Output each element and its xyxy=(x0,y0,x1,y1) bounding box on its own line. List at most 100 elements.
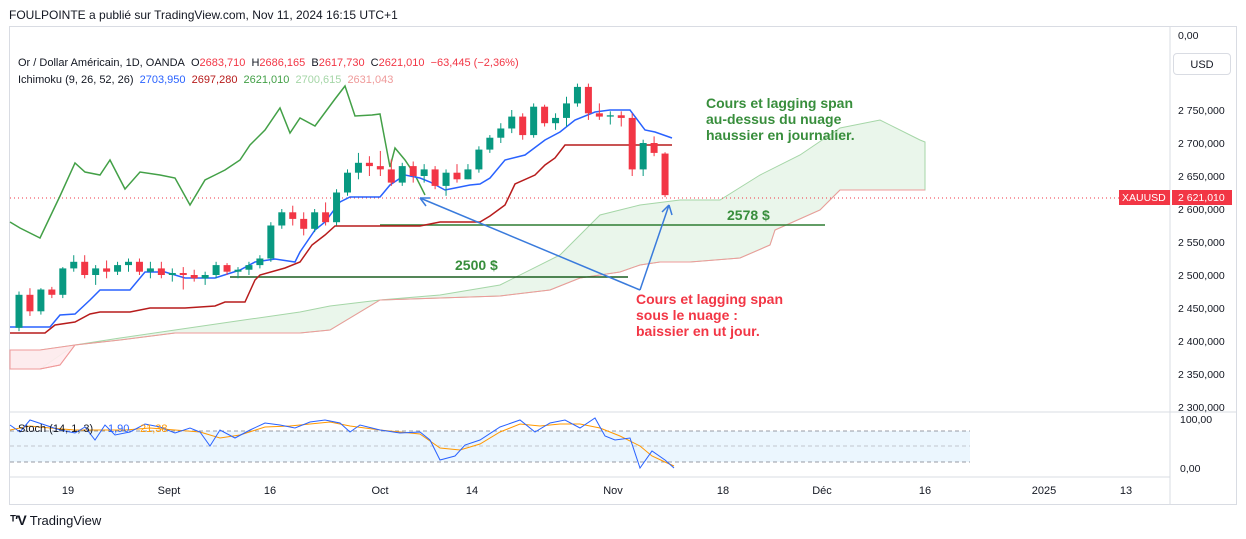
candle-body xyxy=(475,149,483,170)
price-tick-label: 2 550,000 xyxy=(1178,237,1225,249)
price-tick-label: 2 650,000 xyxy=(1178,171,1225,183)
kijun-sen-line xyxy=(10,144,672,334)
candle-body xyxy=(135,261,143,272)
span-b-value: 2631,043 xyxy=(347,74,394,86)
low-number: 2617,730 xyxy=(318,57,365,69)
bear-note-line-1: Cours et lagging span xyxy=(636,291,783,307)
price-tick-label: 2 300,000 xyxy=(1178,402,1225,414)
kumo-bull-cloud xyxy=(9,119,926,370)
candle-body xyxy=(661,153,669,196)
bull-note: Cours et lagging span au-dessus du nuage… xyxy=(706,95,855,143)
time-tick-label: 19 xyxy=(62,485,74,497)
kijun-value: 2697,280 xyxy=(191,74,238,86)
candle-body xyxy=(267,225,275,259)
candle-body xyxy=(420,169,428,176)
top-axis-label: 0,00 xyxy=(1178,30,1199,42)
candle-body xyxy=(15,294,23,328)
candle-body xyxy=(59,268,67,295)
arrow-bull-head xyxy=(661,204,673,216)
candle-body xyxy=(223,265,231,272)
price-tick-label: 2 700,000 xyxy=(1178,138,1225,150)
lagging-value: 2621,010 xyxy=(243,74,290,86)
open-value: O2683,710 xyxy=(191,57,245,69)
candle-body xyxy=(464,169,472,180)
symbol-name[interactable]: Or / Dollar Américain, 1D, OANDA xyxy=(18,57,185,69)
candle-body xyxy=(103,268,111,272)
price-tick-label: 2 500,000 xyxy=(1178,270,1225,282)
candle-body xyxy=(168,273,176,275)
candle-body xyxy=(26,294,34,312)
candle-body xyxy=(245,265,253,270)
time-tick-label: 14 xyxy=(466,485,478,497)
time-tick-label: 16 xyxy=(264,485,276,497)
symbol-legend: Or / Dollar Américain, 1D, OANDA O2683,7… xyxy=(18,57,522,69)
bear-note: Cours et lagging span sous le nuage : ba… xyxy=(636,291,783,339)
tenkan-sen-line xyxy=(10,109,673,328)
candle-body xyxy=(376,166,384,170)
senkou-span-b xyxy=(10,189,925,370)
time-tick-label: 2025 xyxy=(1032,485,1056,497)
candles-group xyxy=(15,83,669,332)
candle-body xyxy=(114,265,122,272)
open-label: O xyxy=(190,57,200,69)
bull-note-line-2: au-dessus du nuage xyxy=(706,111,842,127)
candle-body xyxy=(311,212,319,229)
candle-body xyxy=(234,269,242,272)
ichimoku-label[interactable]: Ichimoku (9, 26, 52, 26) xyxy=(18,74,134,86)
candle-body xyxy=(278,212,286,226)
candle-body xyxy=(431,169,439,186)
change-value: −63,445 (−2,36%) xyxy=(430,57,519,69)
time-axis[interactable]: 19 Sept 16 Oct 14 Nov 18 Déc 16 2025 13 xyxy=(62,485,1132,497)
price-tag: 2 621,010 xyxy=(1178,192,1225,204)
tenkan-value: 2703,950 xyxy=(139,74,186,86)
span-a-value: 2700,615 xyxy=(295,74,342,86)
stoch-panel xyxy=(9,417,970,470)
high-number: 2686,165 xyxy=(259,57,306,69)
candle-body xyxy=(212,265,220,275)
candle-body xyxy=(628,117,636,170)
candle-body xyxy=(146,268,154,272)
arrow-bear-1-head xyxy=(419,197,430,207)
candle-body xyxy=(387,169,395,183)
footer-brand[interactable]: ᵀ′V TradingView xyxy=(10,512,101,528)
price-tick-label: 2 600,000 xyxy=(1178,204,1225,216)
bear-note-line-2: sous le nuage : xyxy=(636,307,738,323)
level-2500-label: 2500 $ xyxy=(455,257,498,273)
candle-body xyxy=(442,172,450,186)
price-axis[interactable]: 2 750,000 2 700,000 2 650,000 2 600,000 2 55… xyxy=(1178,105,1225,414)
ichimoku-legend: Ichimoku (9, 26, 52, 26) 2703,950 2697,2… xyxy=(18,74,396,86)
arrow-bull xyxy=(639,204,670,291)
high-label: H xyxy=(251,57,260,69)
stoch-label[interactable]: Stoch (14, 1, 3) xyxy=(18,423,93,435)
candle-body xyxy=(650,143,658,153)
candle-body xyxy=(409,166,417,176)
candle-body xyxy=(125,261,132,266)
candle-body xyxy=(333,192,341,223)
candle-body xyxy=(519,116,527,136)
candle-body xyxy=(256,258,264,266)
kumo-bear-cloud xyxy=(9,344,77,370)
candle-body xyxy=(322,212,330,223)
candle-body xyxy=(201,275,209,279)
candle-body xyxy=(70,261,78,269)
symbol-tag-bg xyxy=(1119,190,1170,205)
lagging-span-line xyxy=(9,84,426,240)
brand-name: TradingView xyxy=(29,512,102,528)
bull-note-line-3: haussier en journalier. xyxy=(706,127,855,143)
candle-body xyxy=(157,268,165,275)
candle-body xyxy=(639,143,647,170)
time-tick-label: 13 xyxy=(1120,485,1132,497)
currency-button[interactable]: USD xyxy=(1173,53,1231,75)
level-2578-label: 2578 $ xyxy=(727,207,770,223)
symbol-tag: XAUUSD xyxy=(1122,192,1166,204)
close-label: C xyxy=(370,57,379,69)
candle-body xyxy=(595,113,603,117)
time-tick-label: Sept xyxy=(158,485,181,497)
low-label: B xyxy=(311,57,319,69)
candle-body xyxy=(81,261,89,275)
arrow-bear-2 xyxy=(627,284,641,291)
stoch-k-value: 1,90 xyxy=(108,423,129,435)
low-value: B2617,730 xyxy=(311,57,364,69)
stoch-axis-bottom: 0,00 xyxy=(1180,463,1201,475)
